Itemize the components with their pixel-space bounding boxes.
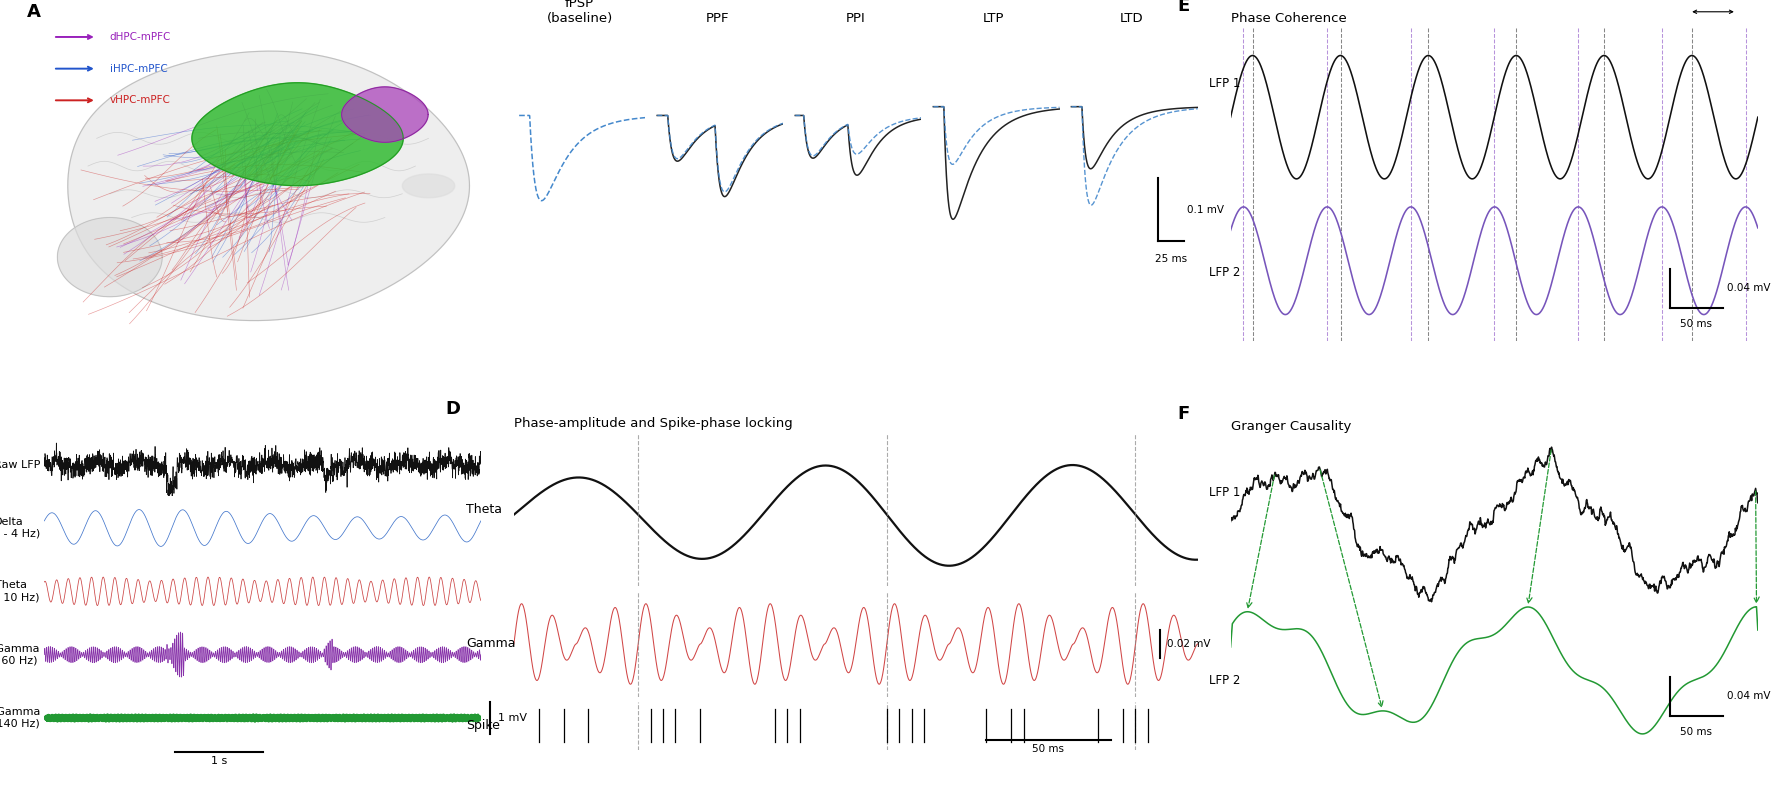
Polygon shape xyxy=(342,87,429,142)
Polygon shape xyxy=(67,51,470,320)
Text: Low Gamma
(30 - 60 Hz): Low Gamma (30 - 60 Hz) xyxy=(0,644,41,666)
Text: Gamma: Gamma xyxy=(466,637,516,651)
Polygon shape xyxy=(191,82,404,186)
Text: Theta: Theta xyxy=(466,503,501,516)
Text: Phase Coherence: Phase Coherence xyxy=(1230,12,1347,25)
Text: Granger Causality: Granger Causality xyxy=(1230,420,1350,433)
Text: 0.02 mV: 0.02 mV xyxy=(1166,639,1210,649)
Text: 1 s: 1 s xyxy=(211,756,227,766)
Text: dHPC-mPFC: dHPC-mPFC xyxy=(110,32,172,42)
Text: 0.04 mV: 0.04 mV xyxy=(1728,692,1770,702)
Text: 25 ms: 25 ms xyxy=(1155,254,1187,264)
Text: 50 ms: 50 ms xyxy=(1680,319,1712,329)
Text: 1 mV: 1 mV xyxy=(498,713,528,723)
Text: LFP 2: LFP 2 xyxy=(1210,674,1240,687)
Text: Raw LFP: Raw LFP xyxy=(0,459,41,469)
Title: fPSP
(baseline): fPSP (baseline) xyxy=(546,0,613,25)
Text: E: E xyxy=(1178,0,1191,15)
Text: 50 ms: 50 ms xyxy=(1680,727,1712,737)
Title: PPI: PPI xyxy=(845,12,867,25)
Text: LFP 1: LFP 1 xyxy=(1210,486,1240,498)
Polygon shape xyxy=(57,217,163,297)
Text: Theta
(5 - 10 Hz): Theta (5 - 10 Hz) xyxy=(0,580,41,602)
Title: LTP: LTP xyxy=(983,12,1005,25)
Text: 0.1 mV: 0.1 mV xyxy=(1187,205,1224,214)
Text: iHPC-mPFC: iHPC-mPFC xyxy=(110,64,168,74)
Text: vHPC-mPFC: vHPC-mPFC xyxy=(110,95,170,105)
Text: Phase-amplitude and Spike-phase locking: Phase-amplitude and Spike-phase locking xyxy=(514,418,792,430)
Title: PPF: PPF xyxy=(705,12,730,25)
Text: A: A xyxy=(27,3,41,21)
Text: LFP 2: LFP 2 xyxy=(1210,266,1240,279)
Text: 0.04 mV: 0.04 mV xyxy=(1728,283,1770,294)
Text: Delta
(0.5 - 4 Hz): Delta (0.5 - 4 Hz) xyxy=(0,517,41,539)
Text: High Gamma
(70 - 140 Hz): High Gamma (70 - 140 Hz) xyxy=(0,707,41,728)
Title: LTD: LTD xyxy=(1120,12,1143,25)
Polygon shape xyxy=(402,174,455,198)
Text: LFP 1: LFP 1 xyxy=(1210,78,1240,90)
Text: D: D xyxy=(445,400,461,418)
Text: 50 ms: 50 ms xyxy=(1033,743,1065,754)
Text: F: F xyxy=(1178,405,1191,423)
Text: Spike: Spike xyxy=(466,719,500,732)
